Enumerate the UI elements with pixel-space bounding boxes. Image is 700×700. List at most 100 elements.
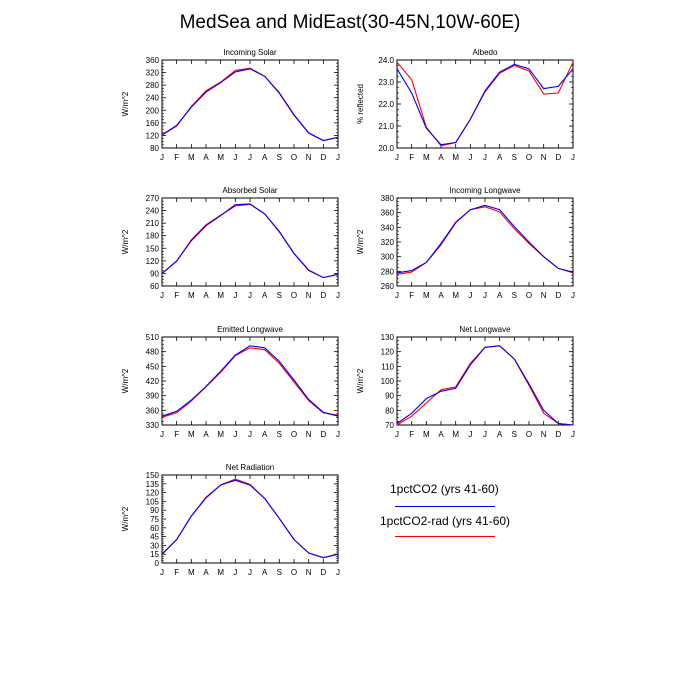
- emitted-longwave-x-tick-label: M: [188, 430, 195, 439]
- emitted-longwave-x-tick-label: A: [203, 430, 209, 439]
- incoming-longwave-x-tick-label: D: [555, 291, 561, 300]
- legend-label-1pctco2-rad: 1pctCO2-rad (yrs 41-60): [380, 514, 511, 528]
- emitted-longwave-x-tick-label: M: [217, 430, 224, 439]
- net-longwave-y-tick-label: 80: [385, 406, 394, 415]
- incoming-longwave-x-tick-label: J: [483, 291, 487, 300]
- incoming-solar-title: Incoming Solar: [223, 48, 277, 57]
- albedo-series-1pctco2-yrs-41-60: [396, 63, 574, 146]
- absorbed-solar-x-tick-label: A: [203, 291, 209, 300]
- incoming-solar-x-tick-label: J: [336, 153, 340, 162]
- emitted-longwave-y-axis-label: W/m^2: [121, 368, 130, 393]
- net-longwave-series-1pctco2-yrs-41-60: [396, 345, 574, 426]
- absorbed-solar-x-tick-label: J: [248, 291, 252, 300]
- net-longwave-x-tick-label: J: [395, 430, 399, 439]
- net-radiation-x-tick-label: D: [320, 568, 326, 577]
- absorbed-solar-x-tick-label: D: [320, 291, 326, 300]
- net-radiation-x-tick-label: J: [160, 568, 164, 577]
- albedo-x-tick-label: J: [395, 153, 399, 162]
- incoming-longwave-y-axis-label: W/m^2: [356, 229, 365, 254]
- net-radiation-x-tick-label: A: [203, 568, 209, 577]
- albedo-x-tick-label: A: [438, 153, 444, 162]
- albedo-y-tick-label: 20.0: [378, 144, 394, 153]
- absorbed-solar-x-tick-label: J: [336, 291, 340, 300]
- incoming-longwave-y-tick-label: 380: [381, 194, 395, 203]
- net-radiation-y-tick-label: 120: [146, 489, 160, 498]
- net-radiation-y-tick-label: 15: [150, 550, 159, 559]
- net-radiation-x-tick-label: J: [233, 568, 237, 577]
- albedo-y-tick-label: 22.0: [378, 100, 394, 109]
- net-longwave-x-tick-label: M: [423, 430, 430, 439]
- absorbed-solar-x-tick-label: F: [174, 291, 179, 300]
- absorbed-solar-x-tick-label: J: [160, 291, 164, 300]
- incoming-solar-x-tick-label: S: [277, 153, 282, 162]
- net-longwave-y-axis-label: W/m^2: [356, 368, 365, 393]
- albedo-x-tick-label: D: [555, 153, 561, 162]
- incoming-solar-y-axis-label: W/m^2: [121, 91, 130, 116]
- net-radiation-y-axis-label: W/m^2: [121, 506, 130, 531]
- net-radiation-x-tick-label: O: [291, 568, 297, 577]
- net-radiation-y-tick-label: 150: [146, 471, 160, 480]
- incoming-longwave-x-tick-label: A: [438, 291, 444, 300]
- albedo-y-tick-label: 21.0: [378, 122, 394, 131]
- absorbed-solar-y-tick-label: 60: [150, 282, 159, 291]
- net-longwave-title: Net Longwave: [459, 325, 511, 334]
- net-longwave-y-tick-label: 120: [381, 348, 395, 357]
- absorbed-solar-x-tick-label: O: [291, 291, 297, 300]
- absorbed-solar-x-tick-label: M: [217, 291, 224, 300]
- emitted-longwave-x-tick-label: O: [291, 430, 297, 439]
- net-longwave-x-tick-label: N: [541, 430, 547, 439]
- emitted-longwave-y-tick-label: 420: [146, 377, 160, 386]
- incoming-longwave-x-tick-label: J: [571, 291, 575, 300]
- incoming-longwave-y-tick-label: 320: [381, 238, 395, 247]
- net-radiation-x-tick-label: M: [188, 568, 195, 577]
- emitted-longwave-y-tick-label: 480: [146, 348, 160, 357]
- absorbed-solar-y-tick-label: 150: [146, 244, 160, 253]
- incoming-solar-chart: Incoming Solar W/m^2 80 120 160 200 240 280 320 3…: [121, 48, 340, 162]
- albedo-series-1pctco2-rad-yrs-41-60: [396, 61, 574, 147]
- net-radiation-x-tick-label: N: [306, 568, 312, 577]
- absorbed-solar-y-tick-label: 90: [150, 269, 159, 278]
- absorbed-solar-x-tick-label: A: [262, 291, 268, 300]
- albedo-x-tick-label: J: [468, 153, 472, 162]
- emitted-longwave-y-tick-label: 390: [146, 392, 160, 401]
- net-radiation-x-tick-label: A: [262, 568, 268, 577]
- net-longwave-x-tick-label: O: [526, 430, 532, 439]
- net-longwave-x-tick-label: A: [497, 430, 503, 439]
- albedo-x-tick-label: M: [423, 153, 430, 162]
- net-radiation-y-tick-label: 45: [150, 533, 159, 542]
- emitted-longwave-x-tick-label: J: [233, 430, 237, 439]
- net-radiation-y-tick-label: 60: [150, 524, 159, 533]
- incoming-longwave-x-tick-label: A: [497, 291, 503, 300]
- incoming-solar-y-tick-label: 240: [146, 94, 160, 103]
- emitted-longwave-x-tick-label: J: [248, 430, 252, 439]
- net-longwave-x-tick-label: J: [468, 430, 472, 439]
- absorbed-solar-chart: Absorbed Solar W/m^2 60 90 120 150 180 210 240 27…: [121, 186, 340, 300]
- absorbed-solar-title: Absorbed Solar: [222, 186, 277, 195]
- incoming-solar-x-tick-label: N: [306, 153, 312, 162]
- incoming-solar-y-tick-label: 360: [146, 56, 160, 65]
- incoming-solar-y-tick-label: 160: [146, 119, 160, 128]
- legend-line-1pctco2: [395, 506, 495, 507]
- incoming-solar-x-tick-label: J: [248, 153, 252, 162]
- albedo-y-axis-label: % reflected: [356, 84, 365, 124]
- albedo-x-tick-label: N: [541, 153, 547, 162]
- incoming-longwave-y-tick-label: 280: [381, 267, 395, 276]
- emitted-longwave-x-tick-label: J: [336, 430, 340, 439]
- net-longwave-x-tick-label: M: [452, 430, 459, 439]
- albedo-x-tick-label: M: [452, 153, 459, 162]
- absorbed-solar-y-tick-label: 180: [146, 232, 160, 241]
- incoming-longwave-series-1pctco2-yrs-41-60: [396, 204, 574, 274]
- net-radiation-x-tick-label: J: [336, 568, 340, 577]
- net-radiation-y-tick-label: 105: [146, 497, 160, 506]
- net-longwave-y-tick-label: 70: [385, 421, 394, 430]
- net-radiation-x-tick-label: M: [217, 568, 224, 577]
- net-radiation-y-tick-label: 135: [146, 480, 160, 489]
- net-longwave-x-tick-label: J: [571, 430, 575, 439]
- incoming-longwave-y-tick-label: 300: [381, 253, 395, 262]
- albedo-y-tick-label: 24.0: [378, 56, 394, 65]
- absorbed-solar-y-tick-label: 240: [146, 207, 160, 216]
- albedo-x-tick-label: O: [526, 153, 532, 162]
- emitted-longwave-x-tick-label: A: [262, 430, 268, 439]
- emitted-longwave-title: Emitted Longwave: [217, 325, 283, 334]
